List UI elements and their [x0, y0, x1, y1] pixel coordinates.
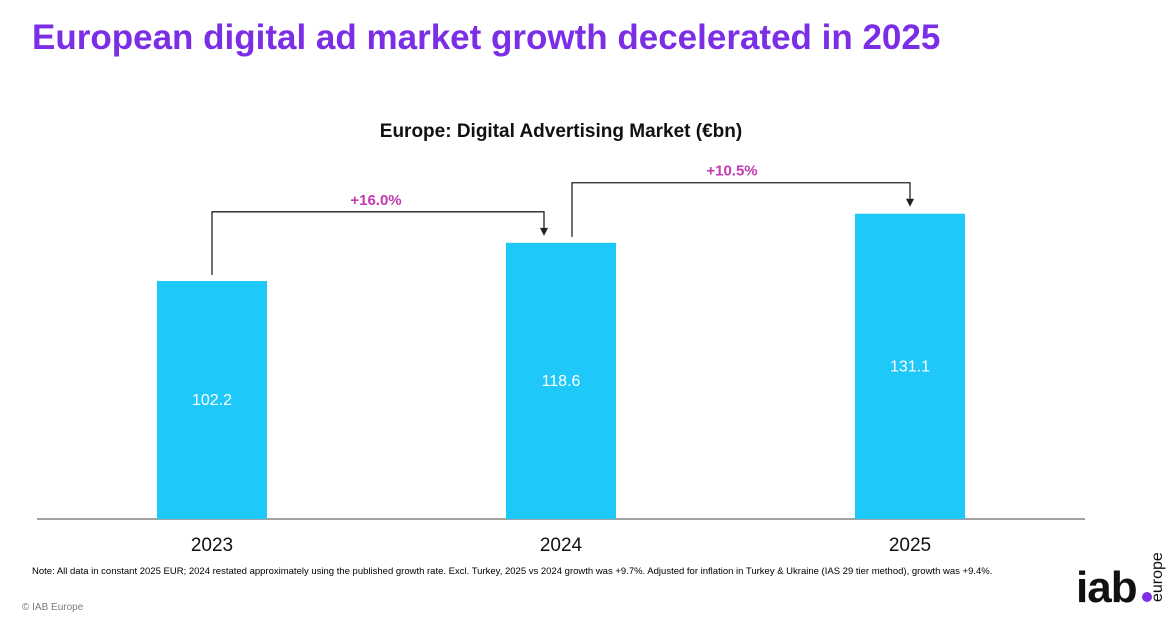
- chart-title: Europe: Digital Advertising Market (€bn): [380, 121, 742, 142]
- bar-2025: [855, 213, 965, 519]
- logo-dot: [1142, 592, 1152, 602]
- growth-label: +16.0%: [350, 192, 401, 209]
- growth-label: +10.5%: [706, 163, 757, 180]
- bar-value-label: 131.1: [890, 358, 930, 375]
- bar-value-label: 102.2: [192, 392, 232, 409]
- page-title: European digital ad market growth decele…: [32, 18, 941, 57]
- bar-chart: Europe: Digital Advertising Market (€bn)…: [37, 121, 1085, 556]
- x-tick-label: 2025: [889, 535, 931, 556]
- iab-europe-logo: iab europe: [1076, 552, 1166, 612]
- logo-europe-text: europe: [1149, 552, 1166, 602]
- footnote: Note: All data in constant 2025 EUR; 202…: [32, 566, 993, 577]
- bar-value-label: 118.6: [542, 373, 581, 390]
- arrow-head-icon: [540, 227, 548, 236]
- logo-iab-text: iab: [1076, 563, 1137, 612]
- arrow-head-icon: [906, 198, 914, 207]
- x-tick-label: 2023: [191, 535, 233, 556]
- x-tick-label: 2024: [540, 535, 583, 556]
- growth-connector: [571, 182, 911, 237]
- copyright-text: © IAB Europe: [22, 602, 84, 613]
- growth-connector: [211, 211, 545, 276]
- bar-2024: [506, 242, 616, 519]
- bar-2023: [157, 281, 267, 519]
